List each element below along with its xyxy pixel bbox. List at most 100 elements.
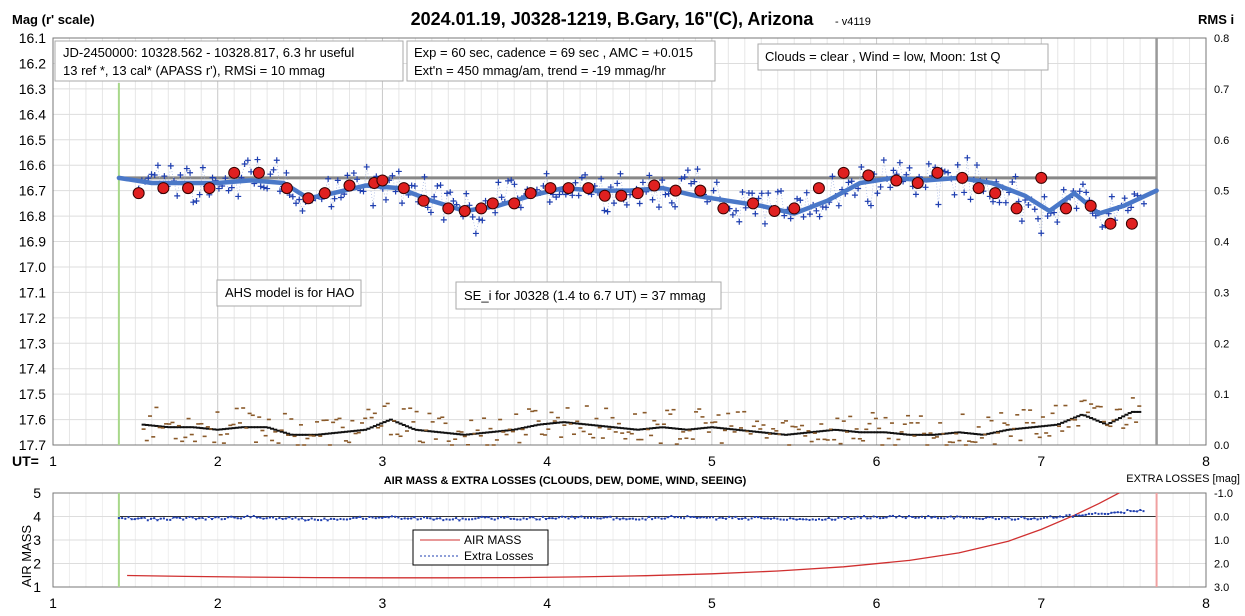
raw-point — [604, 208, 611, 215]
bottom-x-tick: 8 — [1202, 595, 1210, 611]
raw-point — [639, 179, 646, 186]
raw-point — [951, 191, 958, 198]
losses-point — [272, 516, 275, 519]
losses-point — [789, 517, 792, 520]
losses-point — [1123, 512, 1126, 515]
losses-point — [686, 515, 689, 518]
losses-point — [647, 515, 650, 518]
losses-point — [1075, 514, 1078, 517]
losses-point — [895, 516, 898, 519]
losses-point — [869, 517, 872, 520]
binned-point — [132, 187, 145, 200]
y-tick-left: 16.1 — [19, 30, 46, 46]
top-plot-frame — [52, 37, 1207, 446]
losses-point — [1087, 512, 1090, 515]
raw-point — [1054, 219, 1061, 226]
losses-point — [769, 517, 772, 520]
losses-point — [291, 517, 294, 520]
raw-point — [823, 204, 830, 211]
losses-point — [506, 515, 509, 518]
losses-point — [1100, 512, 1103, 515]
losses-point — [297, 518, 300, 521]
losses-point — [654, 516, 657, 519]
losses-point — [259, 516, 262, 519]
losses-point — [904, 517, 907, 520]
raw-point — [187, 169, 194, 176]
losses-point — [850, 517, 853, 520]
raw-point — [710, 187, 717, 194]
raw-point — [867, 202, 874, 209]
losses-point — [609, 515, 612, 518]
losses-point — [127, 516, 130, 519]
losses-point — [243, 515, 246, 518]
raw-point — [431, 193, 438, 200]
losses-point — [535, 518, 538, 521]
binned-point — [956, 171, 969, 184]
losses-point — [724, 517, 727, 520]
raw-point — [794, 195, 801, 202]
losses-point — [1014, 518, 1017, 521]
raw-point — [845, 179, 852, 186]
losses-point — [805, 518, 808, 521]
y-tick-left: 17.7 — [19, 437, 46, 453]
raw-point — [1009, 179, 1016, 186]
losses-point — [278, 516, 281, 519]
raw-point — [582, 171, 589, 178]
losses-point — [908, 515, 911, 518]
losses-point — [663, 517, 666, 520]
binned-point — [615, 189, 628, 202]
losses-point — [410, 517, 413, 520]
raw-point — [713, 179, 720, 186]
losses-point — [1030, 518, 1033, 521]
losses-point — [740, 517, 743, 520]
losses-point — [487, 516, 490, 519]
losses-point — [975, 517, 978, 520]
losses-point — [275, 518, 278, 521]
losses-point — [326, 519, 329, 522]
losses-point — [985, 516, 988, 519]
losses-point — [307, 518, 310, 521]
losses-point — [300, 517, 303, 520]
raw-point — [472, 230, 479, 237]
losses-point — [1091, 512, 1094, 515]
losses-point — [429, 517, 432, 520]
losses-point — [737, 518, 740, 521]
y-tick-right: 0.7 — [1214, 84, 1229, 96]
raw-point — [1076, 188, 1083, 195]
raw-point — [270, 166, 277, 173]
losses-point — [879, 517, 882, 520]
losses-point — [779, 518, 782, 521]
raw-point — [887, 184, 894, 191]
raw-point — [421, 173, 428, 180]
losses-point — [419, 517, 422, 520]
losses-point — [834, 518, 837, 521]
losses-point — [846, 516, 849, 519]
losses-point — [378, 516, 381, 519]
losses-point — [451, 518, 454, 521]
losses-point — [1116, 511, 1119, 514]
airmass-line — [127, 493, 1121, 579]
raw-point — [601, 207, 608, 214]
losses-point — [133, 518, 136, 521]
raw-point — [370, 202, 377, 209]
losses-point — [843, 517, 846, 520]
losses-point — [548, 517, 551, 520]
raw-point — [1140, 200, 1147, 207]
raw-point — [1031, 206, 1038, 213]
losses-point — [150, 517, 153, 520]
raw-point — [399, 200, 406, 207]
losses-point — [329, 517, 332, 520]
losses-point — [496, 517, 499, 520]
binned-point — [442, 202, 455, 215]
raw-point — [729, 211, 736, 218]
losses-point — [863, 515, 866, 518]
bottom-y-tick-right: 2.0 — [1214, 559, 1229, 571]
losses-point — [1033, 517, 1036, 520]
legend-losses-label: Extra Losses — [464, 549, 533, 563]
raw-point — [880, 157, 887, 164]
y-tick-right: 0.3 — [1214, 287, 1229, 299]
binned-point — [252, 166, 265, 179]
losses-point — [924, 517, 927, 520]
y-tick-right: 0.8 — [1214, 33, 1229, 45]
raw-point — [225, 187, 232, 194]
